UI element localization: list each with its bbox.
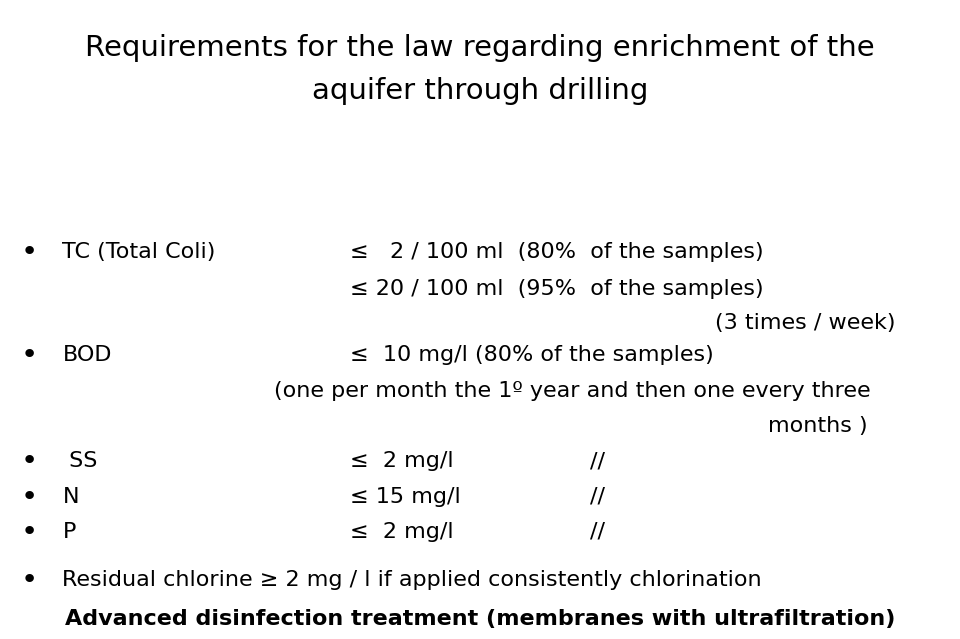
Text: Advanced disinfection treatment (membranes with ultrafiltration): Advanced disinfection treatment (membran…: [65, 608, 895, 629]
Text: Requirements for the law regarding enrichment of the: Requirements for the law regarding enric…: [85, 34, 875, 62]
Text: Residual chlorine ≥ 2 mg / l if applied consistently chlorination: Residual chlorine ≥ 2 mg / l if applied …: [62, 569, 762, 590]
Text: ≤  2 mg/l: ≤ 2 mg/l: [350, 521, 454, 542]
Text: (one per month the 1º year and then one every three: (one per month the 1º year and then one …: [274, 381, 870, 401]
Text: •: •: [20, 238, 37, 266]
Text: •: •: [20, 482, 37, 511]
Text: SS: SS: [62, 451, 98, 472]
Text: aquifer through drilling: aquifer through drilling: [312, 77, 648, 105]
Text: P: P: [62, 521, 76, 542]
Text: •: •: [20, 447, 37, 475]
Text: //: //: [590, 486, 606, 507]
Text: •: •: [20, 518, 37, 546]
Text: //: //: [590, 521, 606, 542]
Text: ≤ 20 / 100 ml  (95%  of the samples): ≤ 20 / 100 ml (95% of the samples): [350, 279, 764, 299]
Text: ≤   2 / 100 ml  (80%  of the samples): ≤ 2 / 100 ml (80% of the samples): [350, 242, 764, 263]
Text: •: •: [20, 566, 37, 594]
Text: ≤  2 mg/l: ≤ 2 mg/l: [350, 451, 454, 472]
Text: (3 times / week): (3 times / week): [715, 312, 896, 333]
Text: months ): months ): [768, 416, 868, 436]
Text: BOD: BOD: [62, 344, 112, 365]
Text: •: •: [20, 341, 37, 369]
Text: TC (Total Coli): TC (Total Coli): [62, 242, 216, 263]
Text: //: //: [590, 451, 606, 472]
Text: ≤ 15 mg/l: ≤ 15 mg/l: [350, 486, 461, 507]
Text: N: N: [62, 486, 79, 507]
Text: ≤  10 mg/l (80% of the samples): ≤ 10 mg/l (80% of the samples): [350, 344, 714, 365]
